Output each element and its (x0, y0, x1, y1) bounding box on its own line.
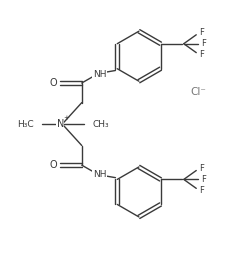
Text: H₃C: H₃C (17, 120, 33, 128)
Text: F: F (198, 50, 203, 59)
Text: F: F (200, 175, 205, 184)
Text: F: F (200, 39, 205, 48)
Text: +: + (63, 115, 69, 121)
Text: O: O (49, 78, 57, 88)
Text: F: F (198, 186, 203, 195)
Text: O: O (49, 160, 57, 170)
Text: NH: NH (92, 169, 106, 178)
Text: Cl⁻: Cl⁻ (189, 87, 205, 97)
Text: NH: NH (92, 70, 106, 78)
Text: F: F (198, 28, 203, 38)
Text: N: N (56, 119, 64, 129)
Text: CH₃: CH₃ (92, 120, 109, 128)
Text: F: F (198, 164, 203, 173)
